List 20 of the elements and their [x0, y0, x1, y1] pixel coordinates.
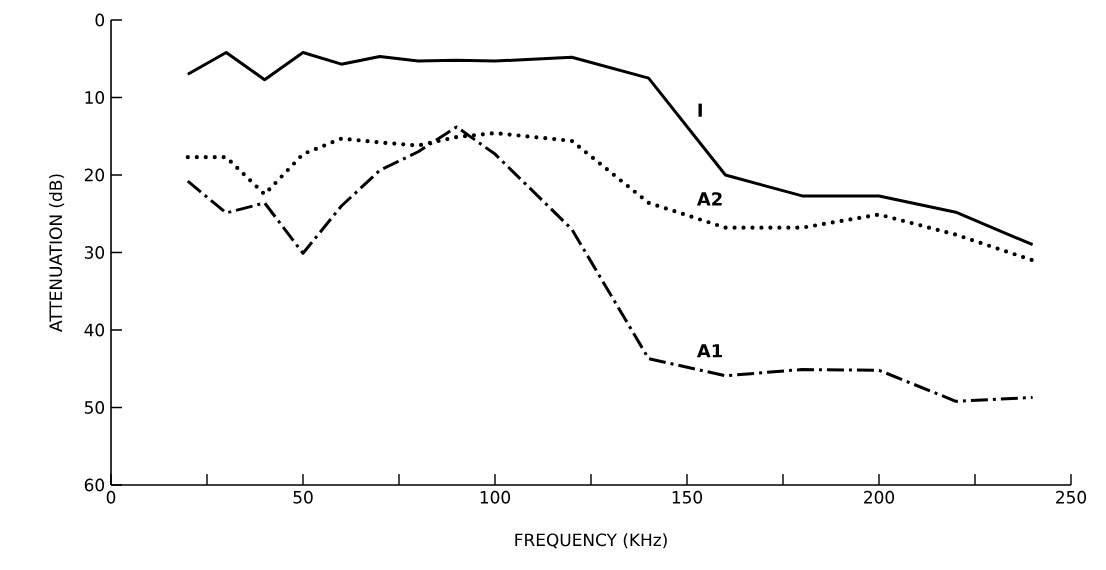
y-tick-label: 0 — [95, 13, 105, 27]
line-series — [186, 51, 1035, 247]
y-tick-label: 60 — [84, 478, 105, 492]
y-tick-label: 50 — [84, 401, 105, 414]
x-tick-label: 50 — [293, 490, 313, 504]
series-label: A2 — [696, 192, 722, 206]
series-label: I — [698, 103, 702, 117]
line-series — [186, 125, 1035, 403]
x-tick-label: 250 — [1056, 490, 1087, 504]
y-tick-label: 40 — [84, 323, 105, 337]
x-tick-label: 100 — [480, 490, 511, 504]
series-label: A1 — [696, 344, 722, 358]
x-axis-title: FREQUENCY (KHz) — [515, 533, 667, 549]
x-tick-label: 200 — [864, 490, 895, 504]
y-axis-title: ATTENUATION (dB) — [49, 174, 65, 332]
y-tick-label: 30 — [84, 246, 105, 259]
y-tick-label: 20 — [84, 168, 105, 182]
x-tick-label: 0 — [106, 490, 116, 504]
y-tick-label: 10 — [85, 91, 105, 104]
x-tick-label: 150 — [672, 490, 703, 504]
